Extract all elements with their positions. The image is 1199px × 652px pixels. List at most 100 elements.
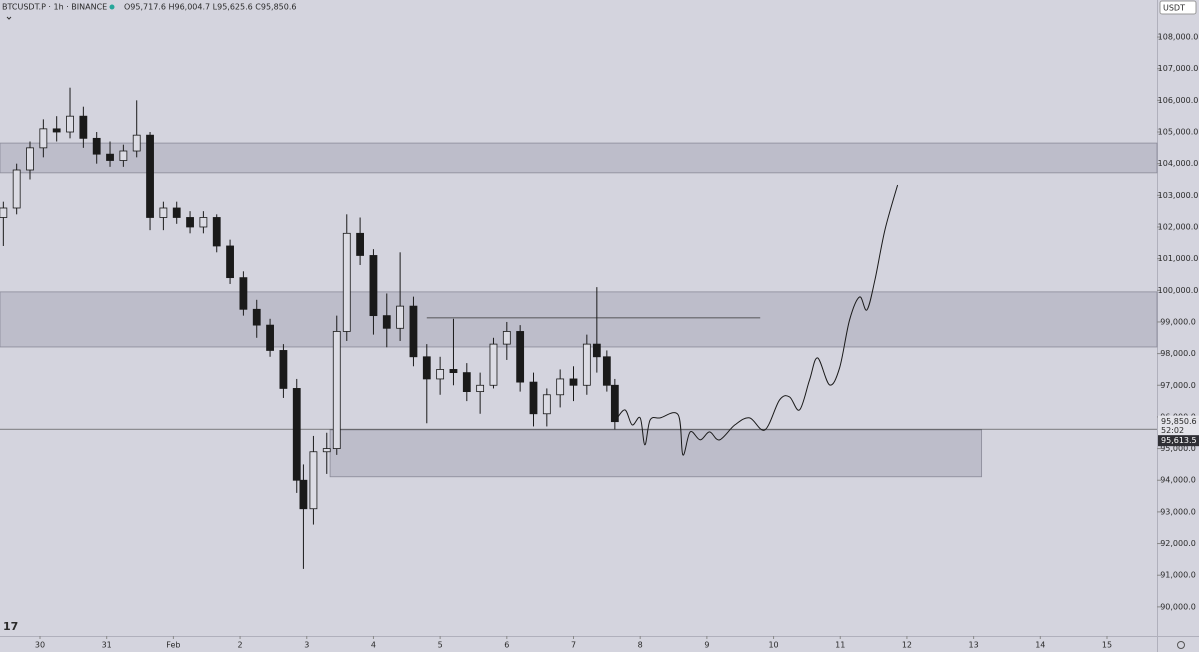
- symbol: BTCUSDT.P · 1h · BINANCE: [2, 3, 107, 12]
- candle-body: [489, 343, 498, 386]
- candle-body: [516, 331, 525, 383]
- y-tick-label: 107,000.0: [1158, 64, 1199, 73]
- candle-body: [292, 388, 301, 481]
- projection-line: [614, 184, 899, 456]
- candle-body: [26, 147, 34, 171]
- logo[interactable]: 17: [3, 620, 18, 633]
- x-tick-label: 2: [238, 641, 243, 650]
- settings-icon[interactable]: [1177, 641, 1185, 649]
- x-tick-label: 8: [638, 641, 643, 650]
- x-tick-label: 15: [1102, 641, 1112, 650]
- candle-body: [279, 350, 288, 389]
- candle-body: [322, 448, 331, 453]
- plot: [0, 87, 1158, 569]
- x-tick-label: 11: [835, 641, 845, 650]
- y-tick-label: 93,000.0: [1160, 507, 1196, 516]
- close-label-box: [1158, 415, 1199, 436]
- x-tick-label: 3: [304, 641, 309, 650]
- x-tick-label: 4: [371, 641, 376, 650]
- candle-body: [309, 451, 318, 510]
- y-tick-label: 98,000.0: [1160, 349, 1196, 358]
- x-tick-label: 12: [902, 641, 912, 650]
- y-tick-label: 104,000.0: [1158, 159, 1199, 168]
- candle-body: [610, 384, 619, 423]
- collapse-icon[interactable]: [6, 16, 12, 20]
- candle-body: [369, 255, 378, 317]
- x-tick-label: 14: [1035, 641, 1045, 650]
- currency[interactable]: USDT: [1163, 4, 1185, 13]
- candle-body: [592, 343, 601, 358]
- candle-body: [332, 331, 341, 449]
- x-tick-label: 13: [969, 641, 979, 650]
- x-tick-label: 31: [102, 641, 112, 650]
- candle-body: [52, 128, 61, 133]
- countdown: 52:02: [1161, 426, 1184, 435]
- zone: [0, 142, 1158, 174]
- candle-body: [266, 324, 274, 351]
- candle-body: [212, 217, 221, 247]
- candle-body: [66, 115, 74, 133]
- y-tick-label: 102,000.0: [1158, 222, 1199, 231]
- last-price-box: [1158, 435, 1199, 447]
- candle-body: [239, 277, 248, 310]
- y-tick-label: 103,000.0: [1158, 191, 1199, 200]
- candle-body: [449, 369, 458, 374]
- candle-body: [172, 207, 181, 218]
- candle-body: [436, 369, 445, 380]
- candle-body: [132, 134, 141, 152]
- candle-body: [186, 217, 194, 228]
- y-tick-label: 100,000.0: [1158, 286, 1199, 295]
- candle-body: [299, 479, 308, 510]
- x-tick-label: 5: [438, 641, 443, 650]
- x-tick-label: 10: [768, 641, 778, 650]
- status-dot: [109, 4, 115, 10]
- x-tick-label: 7: [571, 641, 576, 650]
- candle-body: [476, 384, 485, 393]
- x-tick-label: 6: [504, 641, 509, 650]
- candle-body: [462, 372, 471, 393]
- candle-body: [159, 207, 168, 218]
- close-label: 95,850.6: [1161, 417, 1197, 426]
- candle-body: [146, 134, 154, 218]
- candle-body: [119, 150, 128, 161]
- candle-body: [356, 232, 365, 256]
- zone: [329, 429, 983, 478]
- candle-body: [382, 315, 391, 329]
- y-tick-label: 101,000.0: [1158, 254, 1199, 263]
- candle-body: [556, 378, 565, 396]
- y-tick-label: 108,000.0: [1158, 33, 1199, 42]
- last-price-label: 95,613.5: [1161, 436, 1197, 445]
- y-tick-label: 91,000.0: [1160, 571, 1196, 580]
- candle-body: [542, 394, 551, 415]
- candle-body: [422, 356, 431, 380]
- zone: [0, 291, 1158, 348]
- y-tick-label: 94,000.0: [1160, 476, 1196, 485]
- y-tick-label: 92,000.0: [1160, 539, 1196, 548]
- candle-body: [396, 305, 405, 329]
- candle-body: [569, 378, 578, 386]
- candle-body: [92, 137, 101, 155]
- y-tick-label: 99,000.0: [1160, 317, 1196, 326]
- currency-button[interactable]: [1159, 0, 1197, 15]
- candle-body: [12, 169, 21, 209]
- y-tick-label: 97,000.0: [1160, 381, 1196, 390]
- y-tick-label: 95,000.0: [1160, 444, 1196, 453]
- x-tick-label: 9: [704, 641, 709, 650]
- candle-body: [252, 308, 261, 326]
- y-tick-label: 90,000.0: [1160, 602, 1196, 611]
- candle-body: [529, 381, 538, 415]
- candle-body: [199, 217, 208, 228]
- candle-body: [226, 245, 234, 279]
- candle-body: [409, 305, 418, 358]
- x-tick-label: 30: [35, 641, 45, 650]
- y-tick-label: 106,000.0: [1158, 96, 1199, 105]
- candle-body: [0, 207, 8, 218]
- candle-body: [106, 153, 114, 161]
- candle-body: [342, 232, 351, 332]
- candle-body: [39, 128, 48, 149]
- x-tick-label: Feb: [166, 641, 180, 650]
- candle-body: [502, 331, 511, 345]
